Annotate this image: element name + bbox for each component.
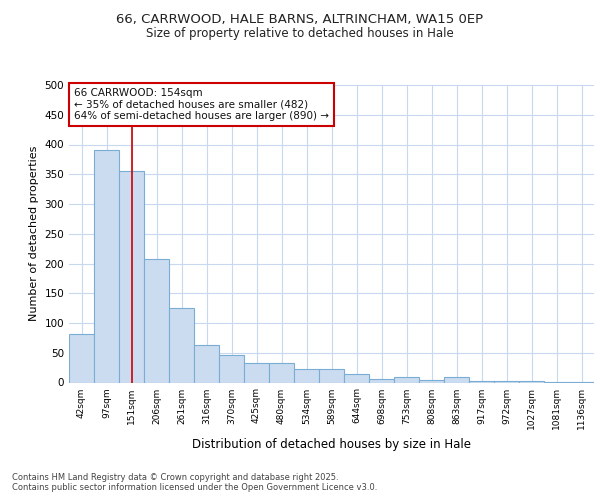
Text: 66 CARRWOOD: 154sqm
← 35% of detached houses are smaller (482)
64% of semi-detac: 66 CARRWOOD: 154sqm ← 35% of detached ho…: [74, 88, 329, 121]
Bar: [394, 377, 419, 382]
Bar: [469, 380, 494, 382]
Bar: [169, 308, 194, 382]
Text: Contains HM Land Registry data © Crown copyright and database right 2025.
Contai: Contains HM Land Registry data © Crown c…: [12, 473, 377, 492]
Bar: [269, 364, 294, 382]
Bar: [419, 380, 444, 382]
Text: Size of property relative to detached houses in Hale: Size of property relative to detached ho…: [146, 28, 454, 40]
Bar: [69, 334, 94, 382]
Bar: [94, 150, 119, 382]
X-axis label: Distribution of detached houses by size in Hale: Distribution of detached houses by size …: [192, 438, 471, 451]
Bar: [219, 355, 244, 382]
Text: 66, CARRWOOD, HALE BARNS, ALTRINCHAM, WA15 0EP: 66, CARRWOOD, HALE BARNS, ALTRINCHAM, WA…: [116, 12, 484, 26]
Bar: [294, 369, 319, 382]
Bar: [369, 379, 394, 382]
Bar: [344, 374, 369, 382]
Y-axis label: Number of detached properties: Number of detached properties: [29, 146, 39, 322]
Bar: [444, 376, 469, 382]
Bar: [144, 260, 169, 382]
Bar: [319, 369, 344, 382]
Bar: [244, 364, 269, 382]
Bar: [119, 170, 144, 382]
Bar: [194, 345, 219, 383]
